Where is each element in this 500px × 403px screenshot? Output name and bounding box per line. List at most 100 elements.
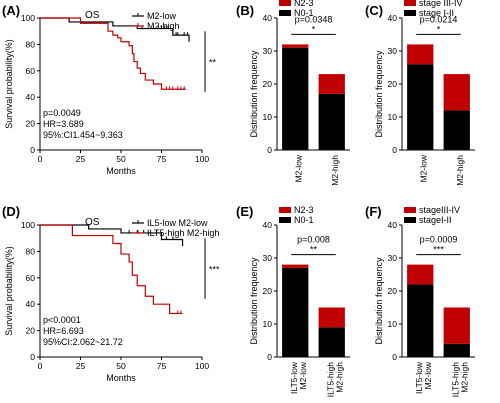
x-tick-label: 25 — [76, 154, 86, 164]
y-tick-label: 40 — [26, 299, 36, 309]
bar-top — [282, 264, 309, 268]
legend-entry: stageI-II — [419, 215, 452, 225]
y-axis-label: Distribution frequency — [374, 50, 384, 138]
y-tick-label: 0 — [392, 352, 397, 362]
bar-base — [282, 47, 309, 151]
y-tick-label: 60 — [26, 66, 36, 76]
bar-base — [318, 93, 345, 150]
y-tick-label: 20 — [26, 326, 36, 336]
stat-line: HR=3.689 — [43, 119, 84, 129]
y-tick-label: 10 — [388, 112, 398, 122]
x-tick-label: 50 — [116, 361, 126, 371]
km-line-high — [40, 17, 186, 90]
y-tick-label: 30 — [388, 253, 398, 263]
legend-swatch — [404, 0, 416, 6]
panel-label: (C) — [365, 3, 383, 18]
y-tick-label: 20 — [388, 79, 398, 89]
y-tick-label: 0 — [392, 145, 397, 155]
chart-title: OS — [85, 217, 100, 228]
y-tick-label: 80 — [26, 246, 36, 256]
p-value-label: p=0.0214 — [420, 14, 458, 24]
x-tick-label-line: M2-high — [455, 155, 465, 186]
stat-line: p=0.0049 — [43, 108, 81, 118]
y-tick-label: 10 — [263, 112, 273, 122]
stat-line: 95%CI:2.062~21.72 — [43, 337, 123, 347]
y-tick-label: 30 — [388, 46, 398, 56]
y-tick-label: 40 — [263, 13, 273, 23]
x-tick-label: 100 — [195, 361, 209, 371]
panel-b: (B) 0 10 20 30 40 Distribution frequency M2-low… — [236, 0, 350, 186]
y-axis-label: Survival probability(%) — [4, 39, 14, 129]
x-tick-label: 75 — [157, 361, 167, 371]
x-tick-label-line: ILT5-low — [414, 361, 424, 394]
y-tick-label: 40 — [388, 220, 398, 230]
x-tick-label: M2-low — [418, 154, 428, 182]
x-tick-label-line: M2-high — [330, 155, 340, 186]
legend-entry: M2-high — [147, 21, 180, 31]
stat-line: HR=6.693 — [43, 326, 84, 336]
panel-e: (E) 0 10 20 30 40 Distribution frequency ILT5-l… — [236, 204, 350, 397]
bar-base — [443, 343, 470, 357]
bar-top — [407, 264, 434, 285]
y-tick-label: 0 — [267, 352, 272, 362]
bar-top — [443, 74, 470, 111]
legend-swatch — [279, 217, 291, 223]
bar-base — [443, 110, 470, 150]
y-tick-label: 0 — [30, 352, 35, 362]
y-tick-label: 30 — [263, 46, 273, 56]
bar-top — [407, 44, 434, 65]
y-tick-label: 80 — [26, 39, 36, 49]
y-tick-label: 10 — [263, 319, 273, 329]
km-line-low — [40, 17, 190, 42]
bar-base — [318, 327, 345, 357]
x-tick-label: 50 — [116, 154, 126, 164]
bar-base — [407, 284, 434, 357]
panel-a: (A) 0 20 40 60 80 100 0 25 50 75 100 Months Survival … — [2, 3, 217, 176]
bar-top — [318, 74, 345, 94]
stat-line: p<0.0001 — [43, 315, 81, 325]
x-tick-label-line: ILT5-high — [450, 362, 460, 398]
y-tick-label: 0 — [267, 145, 272, 155]
stat-line: 95%:CI1.454~9.363 — [43, 130, 123, 140]
legend-entry: stage I-II — [419, 8, 454, 18]
chart-title: OS — [85, 10, 100, 21]
panel-label: (B) — [236, 3, 254, 18]
y-tick-label: 100 — [21, 13, 35, 23]
y-tick-label: 40 — [263, 220, 273, 230]
x-axis-label: Months — [106, 166, 136, 176]
x-tick-label: 25 — [76, 361, 86, 371]
panel-label: (D) — [2, 204, 20, 219]
legend-swatch — [279, 10, 291, 16]
x-tick-label: M2-low — [293, 154, 303, 182]
x-tick-label: 100 — [195, 154, 209, 164]
y-axis-label: Distribution frequency — [249, 50, 259, 138]
x-tick-label: ILT5-high M2-high — [450, 362, 469, 398]
x-tick-label: 75 — [157, 154, 167, 164]
panel-f: (F) 0 10 20 30 40 Distribution frequency ILT5-l… — [365, 204, 475, 397]
legend-swatch — [404, 10, 416, 16]
x-tick-label-line: M2-high — [459, 362, 469, 393]
x-tick-label: M2-high — [455, 155, 465, 186]
x-tick-label-line: M2-low — [423, 361, 433, 389]
x-tick-label-line: M2-low — [418, 154, 428, 182]
legend-entry: N0-1 — [294, 215, 314, 225]
legend-swatch — [404, 207, 416, 213]
y-axis-label: Distribution frequency — [249, 257, 259, 345]
bar-base — [407, 64, 434, 150]
x-tick-label: ILT5-high M2-high — [325, 362, 344, 398]
legend-entry: N0-1 — [294, 8, 314, 18]
significance-label: *** — [433, 245, 444, 255]
y-tick-label: 100 — [21, 220, 35, 230]
x-tick-label-line: M2-high — [334, 362, 344, 393]
y-tick-label: 60 — [26, 273, 36, 283]
x-tick-label: 0 — [38, 361, 43, 371]
y-tick-label: 10 — [388, 319, 398, 329]
p-value-label: p=0.0009 — [420, 235, 458, 245]
significance-label: * — [437, 24, 441, 34]
panel-d: (D) 0 20 40 60 80 100 0 25 50 75 100 Months Survival … — [2, 204, 220, 383]
y-tick-label: 0 — [30, 145, 35, 155]
y-tick-label: 20 — [26, 119, 36, 129]
legend-swatch — [279, 207, 291, 213]
bar-top — [318, 307, 345, 328]
